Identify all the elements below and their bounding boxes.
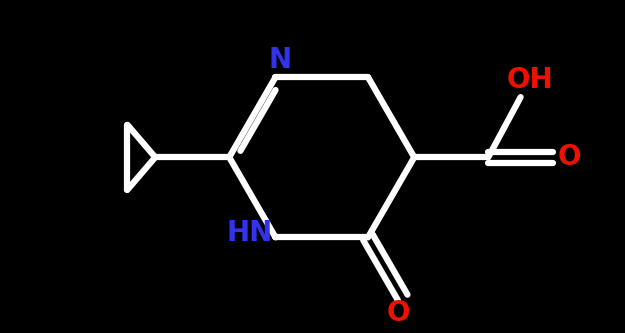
Text: N: N <box>269 47 292 75</box>
Text: O: O <box>558 143 581 171</box>
Text: O: O <box>386 299 410 327</box>
Text: HN: HN <box>226 219 272 247</box>
Text: OH: OH <box>506 67 553 95</box>
